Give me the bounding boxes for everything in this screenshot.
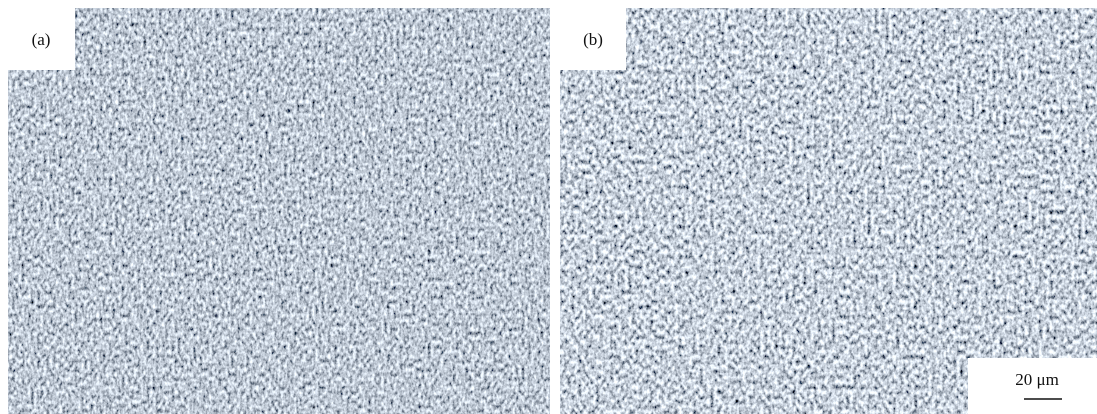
scale-bar-label: 20 μm — [1015, 370, 1059, 389]
panel-b: (b) 20 μm — [560, 8, 1097, 414]
panel-label: (b) — [583, 30, 603, 49]
panel-label: (a) — [32, 30, 51, 49]
panel-a: (a) — [8, 8, 550, 414]
micrograph-texture — [8, 8, 550, 414]
figure: (a) (b) 20 μm — [0, 0, 1097, 414]
micrograph-texture — [560, 8, 1097, 414]
